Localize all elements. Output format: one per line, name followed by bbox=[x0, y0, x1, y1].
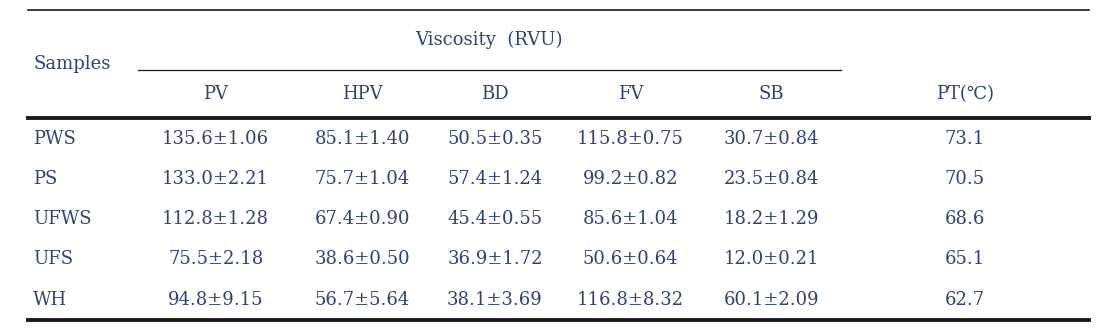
Text: 94.8±9.15: 94.8±9.15 bbox=[168, 291, 263, 309]
Text: 12.0±0.21: 12.0±0.21 bbox=[723, 250, 820, 268]
Text: PS: PS bbox=[33, 170, 58, 188]
Text: 112.8±1.28: 112.8±1.28 bbox=[163, 210, 269, 228]
Text: 85.6±1.04: 85.6±1.04 bbox=[583, 210, 678, 228]
Text: 67.4±0.90: 67.4±0.90 bbox=[314, 210, 410, 228]
Text: BD: BD bbox=[481, 85, 509, 103]
Text: 116.8±8.32: 116.8±8.32 bbox=[577, 291, 684, 309]
Text: 99.2±0.82: 99.2±0.82 bbox=[583, 170, 678, 188]
Text: 62.7: 62.7 bbox=[945, 291, 985, 309]
Text: 18.2±1.29: 18.2±1.29 bbox=[723, 210, 820, 228]
Text: 30.7±0.84: 30.7±0.84 bbox=[723, 130, 820, 148]
Text: UFS: UFS bbox=[33, 250, 73, 268]
Text: 23.5±0.84: 23.5±0.84 bbox=[723, 170, 820, 188]
Text: 85.1±1.40: 85.1±1.40 bbox=[314, 130, 410, 148]
Text: 50.5±0.35: 50.5±0.35 bbox=[447, 130, 543, 148]
Text: UFWS: UFWS bbox=[33, 210, 92, 228]
Text: 38.1±3.69: 38.1±3.69 bbox=[447, 291, 543, 309]
Text: WH: WH bbox=[33, 291, 67, 309]
Text: 68.6: 68.6 bbox=[945, 210, 985, 228]
Text: PWS: PWS bbox=[33, 130, 76, 148]
Text: 57.4±1.24: 57.4±1.24 bbox=[447, 170, 543, 188]
Text: 60.1±2.09: 60.1±2.09 bbox=[723, 291, 820, 309]
Text: 38.6±0.50: 38.6±0.50 bbox=[314, 250, 410, 268]
Text: PT(℃): PT(℃) bbox=[936, 85, 994, 103]
Text: 73.1: 73.1 bbox=[945, 130, 985, 148]
Text: Samples: Samples bbox=[33, 55, 111, 73]
Text: 36.9±1.72: 36.9±1.72 bbox=[447, 250, 543, 268]
Text: Viscosity  (RVU): Viscosity (RVU) bbox=[416, 31, 563, 49]
Text: 65.1: 65.1 bbox=[945, 250, 985, 268]
Text: 45.4±0.55: 45.4±0.55 bbox=[447, 210, 543, 228]
Text: 115.8±0.75: 115.8±0.75 bbox=[577, 130, 684, 148]
Text: 70.5: 70.5 bbox=[945, 170, 985, 188]
Text: PV: PV bbox=[204, 85, 228, 103]
Text: HPV: HPV bbox=[342, 85, 383, 103]
Text: 50.6±0.64: 50.6±0.64 bbox=[583, 250, 678, 268]
Text: 75.7±1.04: 75.7±1.04 bbox=[314, 170, 410, 188]
Text: 135.6±1.06: 135.6±1.06 bbox=[163, 130, 269, 148]
Text: 133.0±2.21: 133.0±2.21 bbox=[163, 170, 269, 188]
Text: SB: SB bbox=[759, 85, 784, 103]
Text: FV: FV bbox=[617, 85, 644, 103]
Text: 56.7±5.64: 56.7±5.64 bbox=[314, 291, 410, 309]
Text: 75.5±2.18: 75.5±2.18 bbox=[168, 250, 263, 268]
